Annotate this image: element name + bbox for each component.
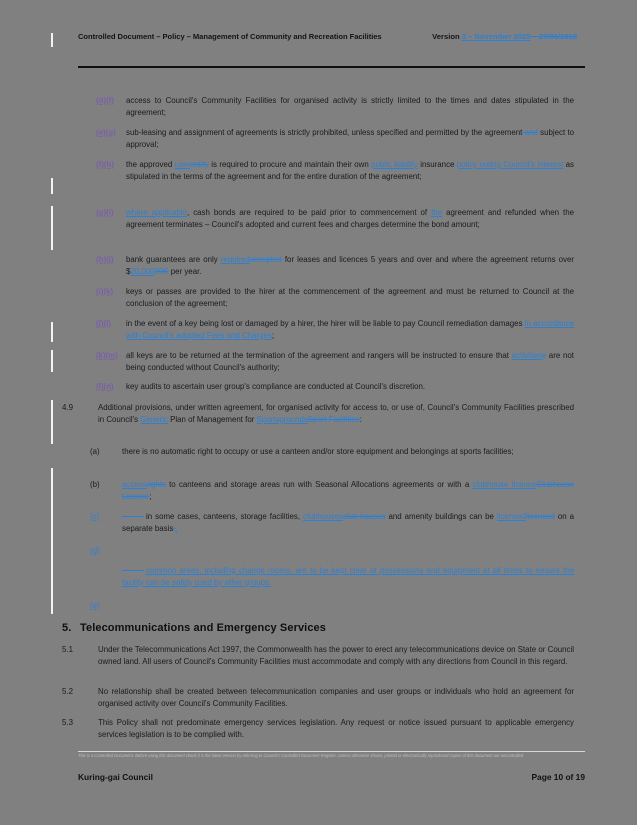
footer-disclaimer: This is a Controlled Document. Before us… (78, 753, 525, 758)
list-item: (c) in some cases, canteens, storage fac… (90, 511, 574, 534)
header-divider (78, 66, 585, 68)
section-number: 5. (62, 622, 72, 634)
clause-number: 5.1 (62, 645, 73, 654)
change-bar (51, 468, 53, 614)
list-item-text: in the event of a key being lost or dama… (126, 319, 574, 340)
change-bar (51, 322, 53, 342)
list-item: (k)(m) all keys are to be returned at th… (96, 350, 574, 373)
list-marker: (a) (90, 447, 100, 456)
list-item-text: all keys are to be returned at the termi… (126, 351, 574, 372)
list-marker: (g)(i) (96, 208, 114, 217)
clause-text: This Policy shall not predominate emerge… (98, 718, 574, 739)
list-marker: (b) (90, 480, 100, 489)
clause-4-9: 4.9 Additional provisions, under written… (62, 402, 574, 425)
list-marker: (d) (90, 546, 100, 555)
clause-text: Under the Telecommunications Act 1997, t… (98, 645, 574, 666)
section-title: Telecommunications and Emergency Service… (80, 622, 326, 634)
list-item-text: common areas, including change rooms, ar… (122, 566, 574, 587)
list-marker: (e)(g) (96, 128, 116, 137)
list-item: (f)(h) the approved userentity is requir… (96, 159, 574, 182)
list-marker: (j)(l) (96, 319, 111, 328)
list-marker: (l)(n) (96, 382, 114, 391)
list-item-text: the approved userentity is required to p… (126, 160, 574, 181)
list-marker: (e) (90, 601, 100, 610)
clause-number: 5.2 (62, 687, 73, 696)
clause-text: No relationship shall be created between… (98, 687, 574, 708)
footer-council-name: Kuring-gai Council (78, 772, 153, 782)
list-marker: (d)(f) (96, 96, 114, 105)
section-heading-5: 5. Telecommunications and Emergency Servi… (62, 622, 574, 634)
list-item: (b) accessrights to canteens and storage… (90, 479, 574, 502)
list-item-text: access to Council's Community Facilities… (126, 96, 574, 117)
clause-number: 4.9 (62, 403, 73, 412)
list-item: (d)(f) access to Council's Community Fac… (96, 95, 574, 118)
change-bar (51, 33, 53, 47)
list-item-text: in some cases, canteens, storage facilit… (122, 512, 574, 533)
list-item: (h)(j) bank guarantees are only required… (96, 254, 574, 277)
clause-5-1: 5.1 Under the Telecommunications Act 199… (62, 644, 574, 667)
list-item: (e)(g) sub-leasing and assignment of agr… (96, 127, 574, 150)
header-version: Version 3 – November 2025 – 27/06/2018 (432, 32, 577, 43)
list-item-text: keys or passes are provided to the hirer… (126, 287, 574, 308)
list-item: (i)(k) keys or passes are provided to th… (96, 286, 574, 309)
list-item-text: accessrights to canteens and storage are… (122, 480, 574, 501)
header-document-title: Controlled Document – Policy – Managemen… (78, 32, 382, 41)
footer-divider (78, 751, 585, 752)
change-bar (51, 206, 53, 250)
list-item-text: where applicable, cash bonds are require… (126, 208, 574, 229)
list-item-text: bank guarantees are only requiredaccepte… (126, 255, 575, 276)
list-marker: (h)(j) (96, 255, 114, 264)
version-inserted: 3 – November 2025 (461, 32, 531, 41)
list-marker: (f)(h) (96, 160, 114, 169)
list-marker: (i)(k) (96, 287, 114, 296)
list-marker: (k)(m) (96, 351, 118, 360)
list-item-text: sub-leasing and assignment of agreements… (126, 128, 575, 149)
change-lead-rule (122, 516, 144, 518)
clause-number: 5.3 (62, 718, 73, 727)
change-bar (51, 178, 53, 194)
clause-5-2: 5.2 No relationship shall be created bet… (62, 686, 574, 709)
clause-text: Additional provisions, under written agr… (98, 403, 574, 424)
change-bar (51, 400, 53, 444)
list-item-inserted: common areas, including change rooms, ar… (90, 565, 574, 588)
list-item: (j)(l) in the event of a key being lost … (96, 318, 574, 341)
list-item: (l)(n) key audits to ascertain user grou… (96, 381, 574, 393)
list-item-text: there is no automatic right to occupy or… (122, 447, 514, 456)
version-label: Version (432, 32, 460, 41)
list-item: (a) there is no automatic right to occup… (90, 446, 574, 458)
footer-page-number: Page 10 of 19 (531, 772, 585, 782)
version-separator: – (530, 32, 539, 41)
list-marker: (c) (90, 512, 100, 521)
list-item-text: key audits to ascertain user group's com… (126, 382, 426, 391)
list-item: (g)(i) where applicable, cash bonds are … (96, 207, 574, 230)
change-lead-rule (122, 570, 144, 572)
change-bar (51, 350, 53, 372)
clause-5-3: 5.3 This Policy shall not predominate em… (62, 717, 574, 740)
page-header: Controlled Document – Policy – Managemen… (78, 32, 607, 66)
version-deleted: 27/06/2018 (538, 32, 577, 41)
